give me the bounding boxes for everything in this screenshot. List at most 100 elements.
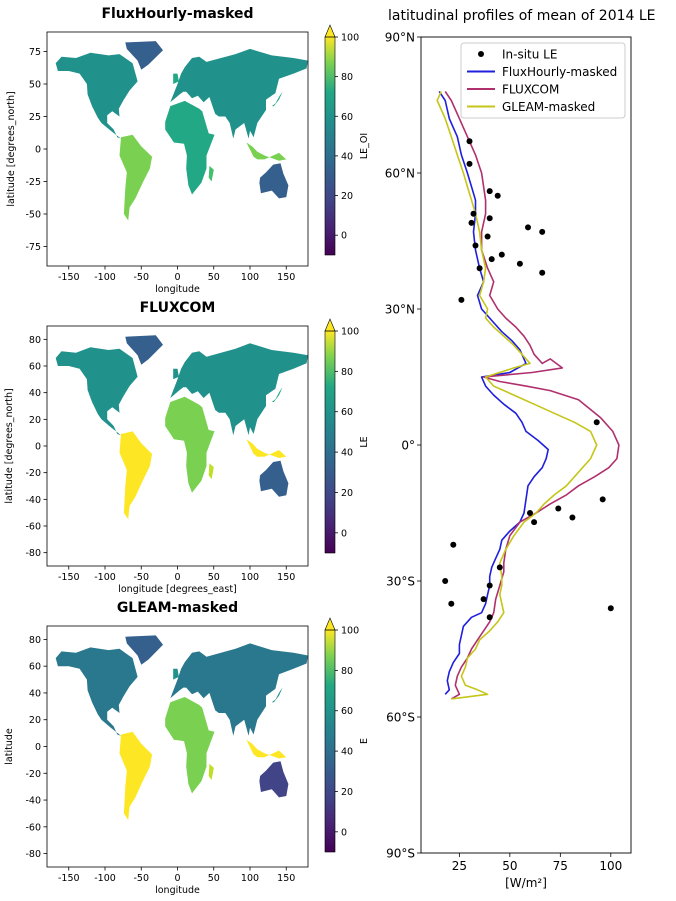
legend-label: In-situ LE <box>502 48 557 62</box>
map-panel-3: GLEAM-masked -150 -100 -50 0 50 100 150 80 60 40 20… <box>4 600 370 896</box>
land-region <box>165 100 215 195</box>
y-tick-label: -75 <box>25 242 41 253</box>
colorbar: 0 20 40 60 80 100 LE_OI <box>324 24 370 256</box>
map-panel-1: FluxHourly-masked -150 -100 -50 0 50 100 150 75 5… <box>6 6 370 295</box>
colorbar-gradient <box>325 630 335 852</box>
land-region <box>208 165 214 182</box>
land-region <box>119 134 153 221</box>
x-tick-label: 150 <box>277 272 295 283</box>
x-tick-label: -50 <box>133 572 149 583</box>
in-situ-point <box>494 192 501 199</box>
y-tick-label: 0° <box>401 439 415 453</box>
series-line-gleam-masked <box>436 91 598 700</box>
x-tick-label: -150 <box>58 572 80 583</box>
y-tick-label: -80 <box>25 849 41 860</box>
y-tick-label: 60°N <box>385 167 415 181</box>
x-tick-label: 100 <box>241 873 259 884</box>
land-region <box>119 431 153 520</box>
legend-label: FluxHourly-masked <box>502 65 617 79</box>
in-situ-point <box>569 514 576 521</box>
in-situ-point <box>527 510 533 516</box>
land-region <box>165 396 215 493</box>
map-title: GLEAM-masked <box>117 600 238 616</box>
x-tick-label: 25 <box>452 859 467 873</box>
y-tick-label: 0 <box>35 145 41 156</box>
in-situ-point <box>486 215 493 222</box>
in-situ-point <box>458 296 465 303</box>
y-axis-label: latitude <box>4 728 15 765</box>
legend: In-situ LE FluxHourly-masked FLUXCOM GLEAM-… <box>460 42 626 119</box>
land-region <box>165 697 215 794</box>
colorbar-tick-label: 20 <box>341 191 353 202</box>
land-region <box>125 41 163 70</box>
colorbar-extend-arrow <box>324 24 336 38</box>
y-tick-label: 75 <box>29 47 41 58</box>
in-situ-point <box>498 251 505 258</box>
x-axis-label: longitude <box>155 885 200 896</box>
in-situ-point <box>468 219 475 226</box>
colorbar-tick-label: 80 <box>341 367 353 378</box>
land-region <box>246 739 287 759</box>
in-situ-point <box>593 419 600 426</box>
profile-panel: latitudinal profiles of mean of 2014 LE 2… <box>385 8 656 890</box>
legend-box <box>460 42 626 119</box>
y-axis-label: latitude [degrees_north] <box>6 91 17 206</box>
y-tick-label: -20 <box>25 769 41 780</box>
colorbar-tick-label: 80 <box>341 666 353 677</box>
profile-title: latitudinal profiles of mean of 2014 LE <box>388 8 656 24</box>
x-tick-label: -150 <box>58 873 80 884</box>
y-tick-label: 60 <box>29 662 41 673</box>
x-tick-label: -150 <box>58 272 80 283</box>
land-region <box>173 368 179 380</box>
x-tick-label: 50 <box>208 272 220 283</box>
in-situ-point <box>476 265 483 272</box>
y-tick-label: 90°S <box>386 847 415 861</box>
in-situ-point <box>486 188 493 195</box>
land-region <box>246 439 287 458</box>
in-situ-point <box>607 605 614 612</box>
y-tick-label: 20 <box>29 415 41 426</box>
in-situ-point <box>480 596 487 603</box>
colorbar-tick-label: 100 <box>341 33 359 44</box>
y-tick-label: -20 <box>25 468 41 479</box>
colorbar-frame <box>324 330 336 554</box>
legend-marker <box>478 51 484 57</box>
colorbar-tick-label: 60 <box>341 112 353 123</box>
colorbar-tick-label: 80 <box>341 72 353 83</box>
colorbar-tick-label: 60 <box>341 706 353 717</box>
x-axis-label: [W/m²] <box>505 876 547 890</box>
x-axis-label: longitude [degrees_east] <box>118 584 237 595</box>
land-region <box>259 460 289 497</box>
in-situ-point <box>599 496 606 503</box>
in-situ-point <box>531 519 538 526</box>
x-tick-label: -50 <box>133 873 149 884</box>
land-region <box>208 463 214 480</box>
legend-label: GLEAM-masked <box>502 100 595 114</box>
y-tick-label: 25 <box>29 112 41 123</box>
colorbar-extend-arrow <box>324 617 336 631</box>
colorbar-tick-label: 40 <box>341 747 353 758</box>
legend-label: FLUXCOM <box>502 83 559 97</box>
series-line-fluxhourly-masked <box>438 90 549 695</box>
y-tick-label: -40 <box>25 796 41 807</box>
colorbar-tick-label: 0 <box>341 528 347 539</box>
in-situ-points <box>442 138 614 621</box>
y-tick-label: -50 <box>25 210 41 221</box>
colorbar-frame <box>324 629 336 853</box>
colorbar-tick-label: 0 <box>341 231 347 242</box>
colorbar-extend-arrow <box>324 318 336 332</box>
in-situ-point <box>488 256 495 263</box>
land-region <box>173 73 179 84</box>
land-heatmap <box>55 41 308 221</box>
in-situ-point <box>539 269 546 276</box>
y-tick-label: 0 <box>35 742 41 753</box>
in-situ-point <box>516 260 523 267</box>
y-tick-label: 0 <box>35 442 41 453</box>
x-tick-label: -100 <box>94 272 116 283</box>
in-situ-point <box>442 578 449 584</box>
colorbar-tick-label: 40 <box>341 151 353 162</box>
colorbar-tick-label: 60 <box>341 407 353 418</box>
map-panel-2: FLUXCOM -150 -100 -50 0 50 100 150 80 60 40 20 0 -20 -… <box>4 300 370 595</box>
colorbar-gradient <box>325 331 335 553</box>
colorbar-frame <box>324 36 336 256</box>
